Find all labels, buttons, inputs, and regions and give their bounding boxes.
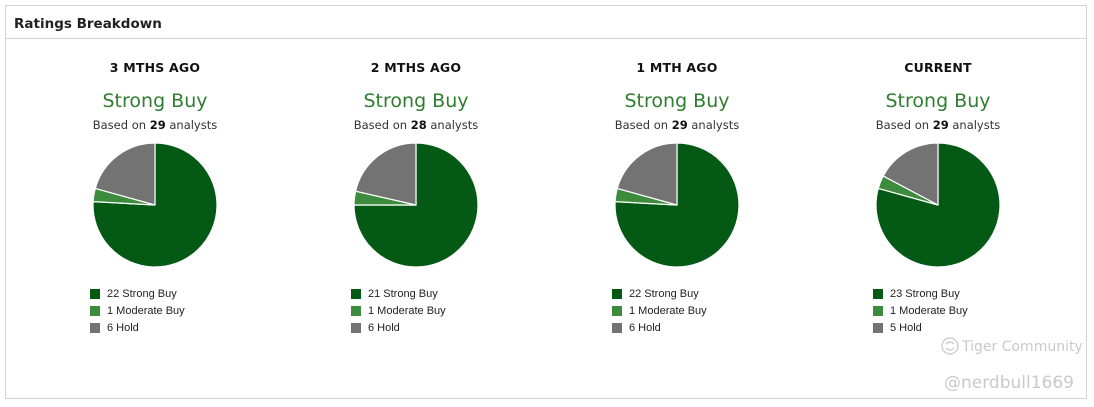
pie-slice-hold[interactable] xyxy=(882,142,939,206)
period-label: 3 MTHS AGO xyxy=(109,60,201,75)
legend-label: 6 Hold xyxy=(368,321,400,334)
legend-item-hold: 6 Hold xyxy=(612,319,797,336)
legend-item-strong-buy: 21 Strong Buy xyxy=(351,285,536,302)
based-suffix: analysts xyxy=(691,118,740,132)
legend-item-strong-buy: 23 Strong Buy xyxy=(873,285,1058,302)
pie-chart-1-mth-ago xyxy=(614,142,740,268)
rating-column-2-mths-ago: 2 MTHS AGO Strong Buy Based on 28 analys… xyxy=(296,60,536,336)
analyst-count: 29 xyxy=(671,118,688,132)
legend-label: 5 Hold xyxy=(890,321,922,334)
legend-swatch-strong-buy xyxy=(612,288,622,299)
legend-label: 1 Moderate Buy xyxy=(368,304,446,317)
rating-column-3-mths-ago: 3 MTHS AGO Strong Buy Based on 29 analys… xyxy=(35,60,275,336)
panel-title: Ratings Breakdown xyxy=(14,16,162,32)
pie-slice-hold[interactable] xyxy=(616,142,678,206)
pie-slice-hold[interactable] xyxy=(354,142,417,206)
analyst-count: 29 xyxy=(932,118,949,132)
legend-swatch-hold xyxy=(612,322,622,333)
analyst-count-text: Based on 29 analysts xyxy=(35,118,275,134)
legend-swatch-hold xyxy=(90,322,100,333)
pie-chart-3-mths-ago xyxy=(92,142,218,268)
legend-item-strong-buy: 22 Strong Buy xyxy=(612,285,797,302)
period-label: CURRENT xyxy=(904,60,972,75)
pie-chart-2-mths-ago xyxy=(353,142,479,268)
pie-chart-current xyxy=(875,142,1001,268)
pie-legend: 21 Strong Buy 1 Moderate Buy 6 Hold xyxy=(351,285,536,336)
period-label: 2 MTHS AGO xyxy=(370,60,462,75)
legend-item-strong-buy: 22 Strong Buy xyxy=(90,285,275,302)
legend-item-hold: 6 Hold xyxy=(351,319,536,336)
legend-label: 1 Moderate Buy xyxy=(890,304,968,317)
panel-header: Ratings Breakdown xyxy=(6,6,1086,39)
legend-label: 22 Strong Buy xyxy=(629,287,699,300)
legend-label: 1 Moderate Buy xyxy=(629,304,707,317)
legend-item-hold: 6 Hold xyxy=(90,319,275,336)
based-prefix: Based on xyxy=(614,118,669,132)
legend-label: 6 Hold xyxy=(107,321,139,334)
consensus-rating: Strong Buy xyxy=(363,90,469,112)
consensus-rating: Strong Buy xyxy=(102,90,208,112)
legend-item-moderate-buy: 1 Moderate Buy xyxy=(90,302,275,319)
consensus-rating: Strong Buy xyxy=(624,90,730,112)
pie-legend: 22 Strong Buy 1 Moderate Buy 6 Hold xyxy=(90,285,275,336)
legend-item-moderate-buy: 1 Moderate Buy xyxy=(873,302,1058,319)
legend-item-moderate-buy: 1 Moderate Buy xyxy=(351,302,536,319)
legend-swatch-hold xyxy=(351,322,361,333)
legend-item-moderate-buy: 1 Moderate Buy xyxy=(612,302,797,319)
analyst-count-text: Based on 28 analysts xyxy=(296,118,536,134)
legend-swatch-moderate-buy xyxy=(873,305,883,316)
period-label: 1 MTH AGO xyxy=(636,60,718,75)
legend-label: 21 Strong Buy xyxy=(368,287,438,300)
legend-label: 6 Hold xyxy=(629,321,661,334)
legend-swatch-strong-buy xyxy=(90,288,100,299)
legend-swatch-moderate-buy xyxy=(90,305,100,316)
consensus-rating: Strong Buy xyxy=(885,90,991,112)
analyst-count-text: Based on 29 analysts xyxy=(818,118,1058,134)
legend-swatch-strong-buy xyxy=(351,288,361,299)
legend-label: 23 Strong Buy xyxy=(890,287,960,300)
pie-legend: 22 Strong Buy 1 Moderate Buy 6 Hold xyxy=(612,285,797,336)
rating-column-1-mth-ago: 1 MTH AGO Strong Buy Based on 29 analyst… xyxy=(557,60,797,336)
pie-legend: 23 Strong Buy 1 Moderate Buy 5 Hold xyxy=(873,285,1058,336)
analyst-count: 29 xyxy=(149,118,166,132)
legend-label: 1 Moderate Buy xyxy=(107,304,185,317)
based-suffix: analysts xyxy=(952,118,1001,132)
legend-item-hold: 5 Hold xyxy=(873,319,1058,336)
watermark-handle: @nerdbull1669 xyxy=(944,373,1074,393)
based-prefix: Based on xyxy=(875,118,930,132)
pie-slice-hold[interactable] xyxy=(94,142,156,206)
analyst-count: 28 xyxy=(410,118,427,132)
legend-swatch-moderate-buy xyxy=(612,305,622,316)
legend-swatch-moderate-buy xyxy=(351,305,361,316)
legend-swatch-hold xyxy=(873,322,883,333)
based-prefix: Based on xyxy=(92,118,147,132)
legend-swatch-strong-buy xyxy=(873,288,883,299)
based-prefix: Based on xyxy=(353,118,408,132)
based-suffix: analysts xyxy=(430,118,479,132)
based-suffix: analysts xyxy=(169,118,218,132)
tiger-community-logo-icon xyxy=(941,337,959,355)
watermark-brand: Tiger Community xyxy=(962,339,1083,355)
analyst-count-text: Based on 29 analysts xyxy=(557,118,797,134)
rating-column-current: CURRENT Strong Buy Based on 29 analysts … xyxy=(818,60,1058,336)
legend-label: 22 Strong Buy xyxy=(107,287,177,300)
